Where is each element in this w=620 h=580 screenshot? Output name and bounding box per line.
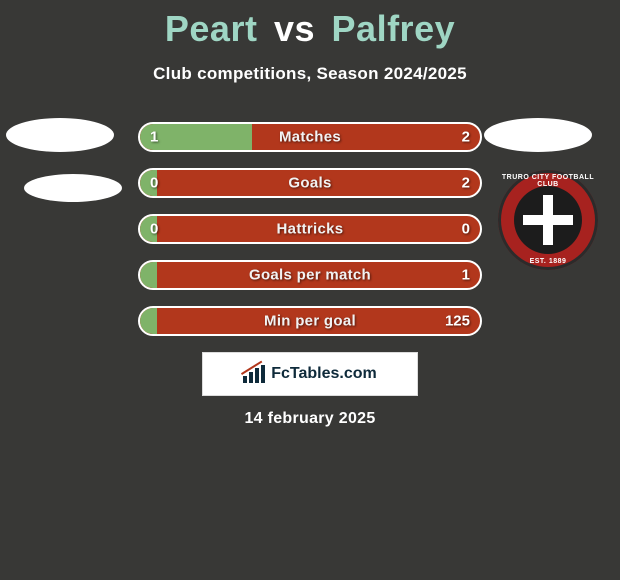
- stat-left-value: 1: [150, 129, 158, 146]
- stat-right-value: 2: [462, 129, 470, 146]
- avatar-ellipse: [6, 118, 114, 152]
- stat-label: Matches: [279, 129, 341, 146]
- stat-right-value: 2: [462, 175, 470, 192]
- badge-bottom-text: EST. 1889: [498, 258, 598, 265]
- comparison-bars: 1 Matches 2 0 Goals 2 0 Hattricks 0 Goal…: [138, 122, 482, 352]
- subtitle: Club competitions, Season 2024/2025: [0, 64, 620, 84]
- club-badge: TRURO CITY FOOTBALL CLUB EST. 1889: [498, 170, 598, 270]
- page-title: Peart vs Palfrey: [0, 0, 620, 50]
- date-label: 14 february 2025: [0, 410, 620, 428]
- stat-label: Goals per match: [249, 267, 371, 284]
- player1-name: Peart: [165, 8, 258, 49]
- stat-bar-hattricks: 0 Hattricks 0: [138, 214, 482, 244]
- stat-left-value: 0: [150, 175, 158, 192]
- stat-bar-goals-per-match: Goals per match 1: [138, 260, 482, 290]
- avatar-ellipse: [484, 118, 592, 152]
- logo-text: FcTables.com: [271, 365, 377, 383]
- stat-bar-min-per-goal: Min per goal 125: [138, 306, 482, 336]
- player2-name: Palfrey: [332, 8, 456, 49]
- player1-avatar: [6, 118, 122, 202]
- badge-cross: [523, 215, 573, 225]
- stat-right-value: 125: [445, 313, 470, 330]
- stat-right-value: 1: [462, 267, 470, 284]
- stat-bar-matches: 1 Matches 2: [138, 122, 482, 152]
- bar-fill: [140, 308, 157, 334]
- logo-chart-icon: [243, 365, 265, 383]
- avatar-ellipse: [24, 174, 122, 202]
- stat-label: Goals: [288, 175, 331, 192]
- stat-label: Hattricks: [277, 221, 344, 238]
- player2-avatar: [484, 118, 592, 152]
- stat-left-value: 0: [150, 221, 158, 238]
- stat-bar-goals: 0 Goals 2: [138, 168, 482, 198]
- source-logo[interactable]: FcTables.com: [202, 352, 418, 396]
- stat-right-value: 0: [462, 221, 470, 238]
- vs-label: vs: [274, 8, 315, 49]
- bar-fill: [140, 262, 157, 288]
- stat-label: Min per goal: [264, 313, 356, 330]
